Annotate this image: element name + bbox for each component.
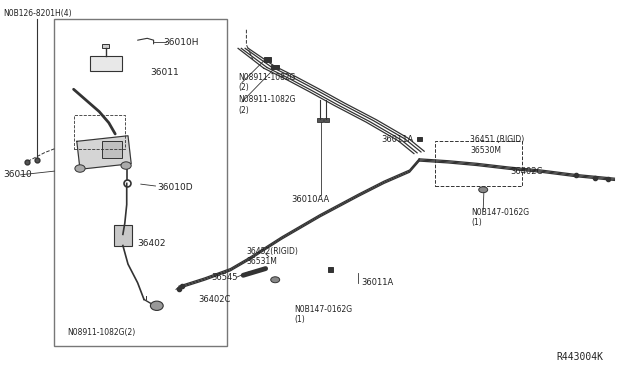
Text: N0B147-0162G
(1): N0B147-0162G (1) [294, 305, 353, 324]
Text: 36011A: 36011A [381, 135, 413, 144]
Text: N08911-1082G
(2): N08911-1082G (2) [239, 95, 296, 115]
Text: N08911-1082G(2): N08911-1082G(2) [67, 328, 136, 337]
Text: 36402: 36402 [138, 239, 166, 248]
Bar [102, 141, 122, 158]
Ellipse shape [150, 301, 163, 310]
Ellipse shape [479, 187, 488, 193]
Bar [328, 267, 333, 272]
Bar [102, 44, 109, 48]
Text: 36010D: 36010D [157, 183, 193, 192]
Text: 36451 (RIGID)
36530M: 36451 (RIGID) 36530M [470, 135, 525, 155]
Bar [90, 56, 122, 71]
Bar [114, 225, 132, 246]
Bar [324, 118, 329, 122]
Ellipse shape [271, 277, 280, 283]
Bar [271, 65, 279, 69]
Text: 36010: 36010 [3, 170, 32, 179]
Bar [417, 137, 422, 141]
Text: 36452(RIGID)
36531M: 36452(RIGID) 36531M [246, 247, 298, 266]
Text: 36011A: 36011A [362, 278, 394, 287]
Bar [317, 118, 323, 122]
Bar [54, 19, 227, 346]
Polygon shape [77, 136, 131, 169]
Text: R443004K: R443004K [557, 352, 604, 362]
Text: 36402C: 36402C [198, 295, 231, 304]
Bar [435, 141, 522, 186]
Ellipse shape [75, 165, 85, 172]
Text: N08911-1082G
(2): N08911-1082G (2) [239, 73, 296, 92]
Bar [74, 115, 125, 149]
Text: 36545: 36545 [211, 273, 237, 282]
Text: N0B126-8201H(4): N0B126-8201H(4) [3, 9, 72, 17]
Text: 36010H: 36010H [163, 38, 198, 47]
Ellipse shape [121, 162, 131, 169]
Text: 36402C: 36402C [511, 167, 543, 176]
Text: 36011: 36011 [150, 68, 179, 77]
Text: 36010AA: 36010AA [291, 195, 330, 203]
Bar [264, 57, 271, 62]
Text: N0B147-0162G
(1): N0B147-0162G (1) [471, 208, 529, 227]
